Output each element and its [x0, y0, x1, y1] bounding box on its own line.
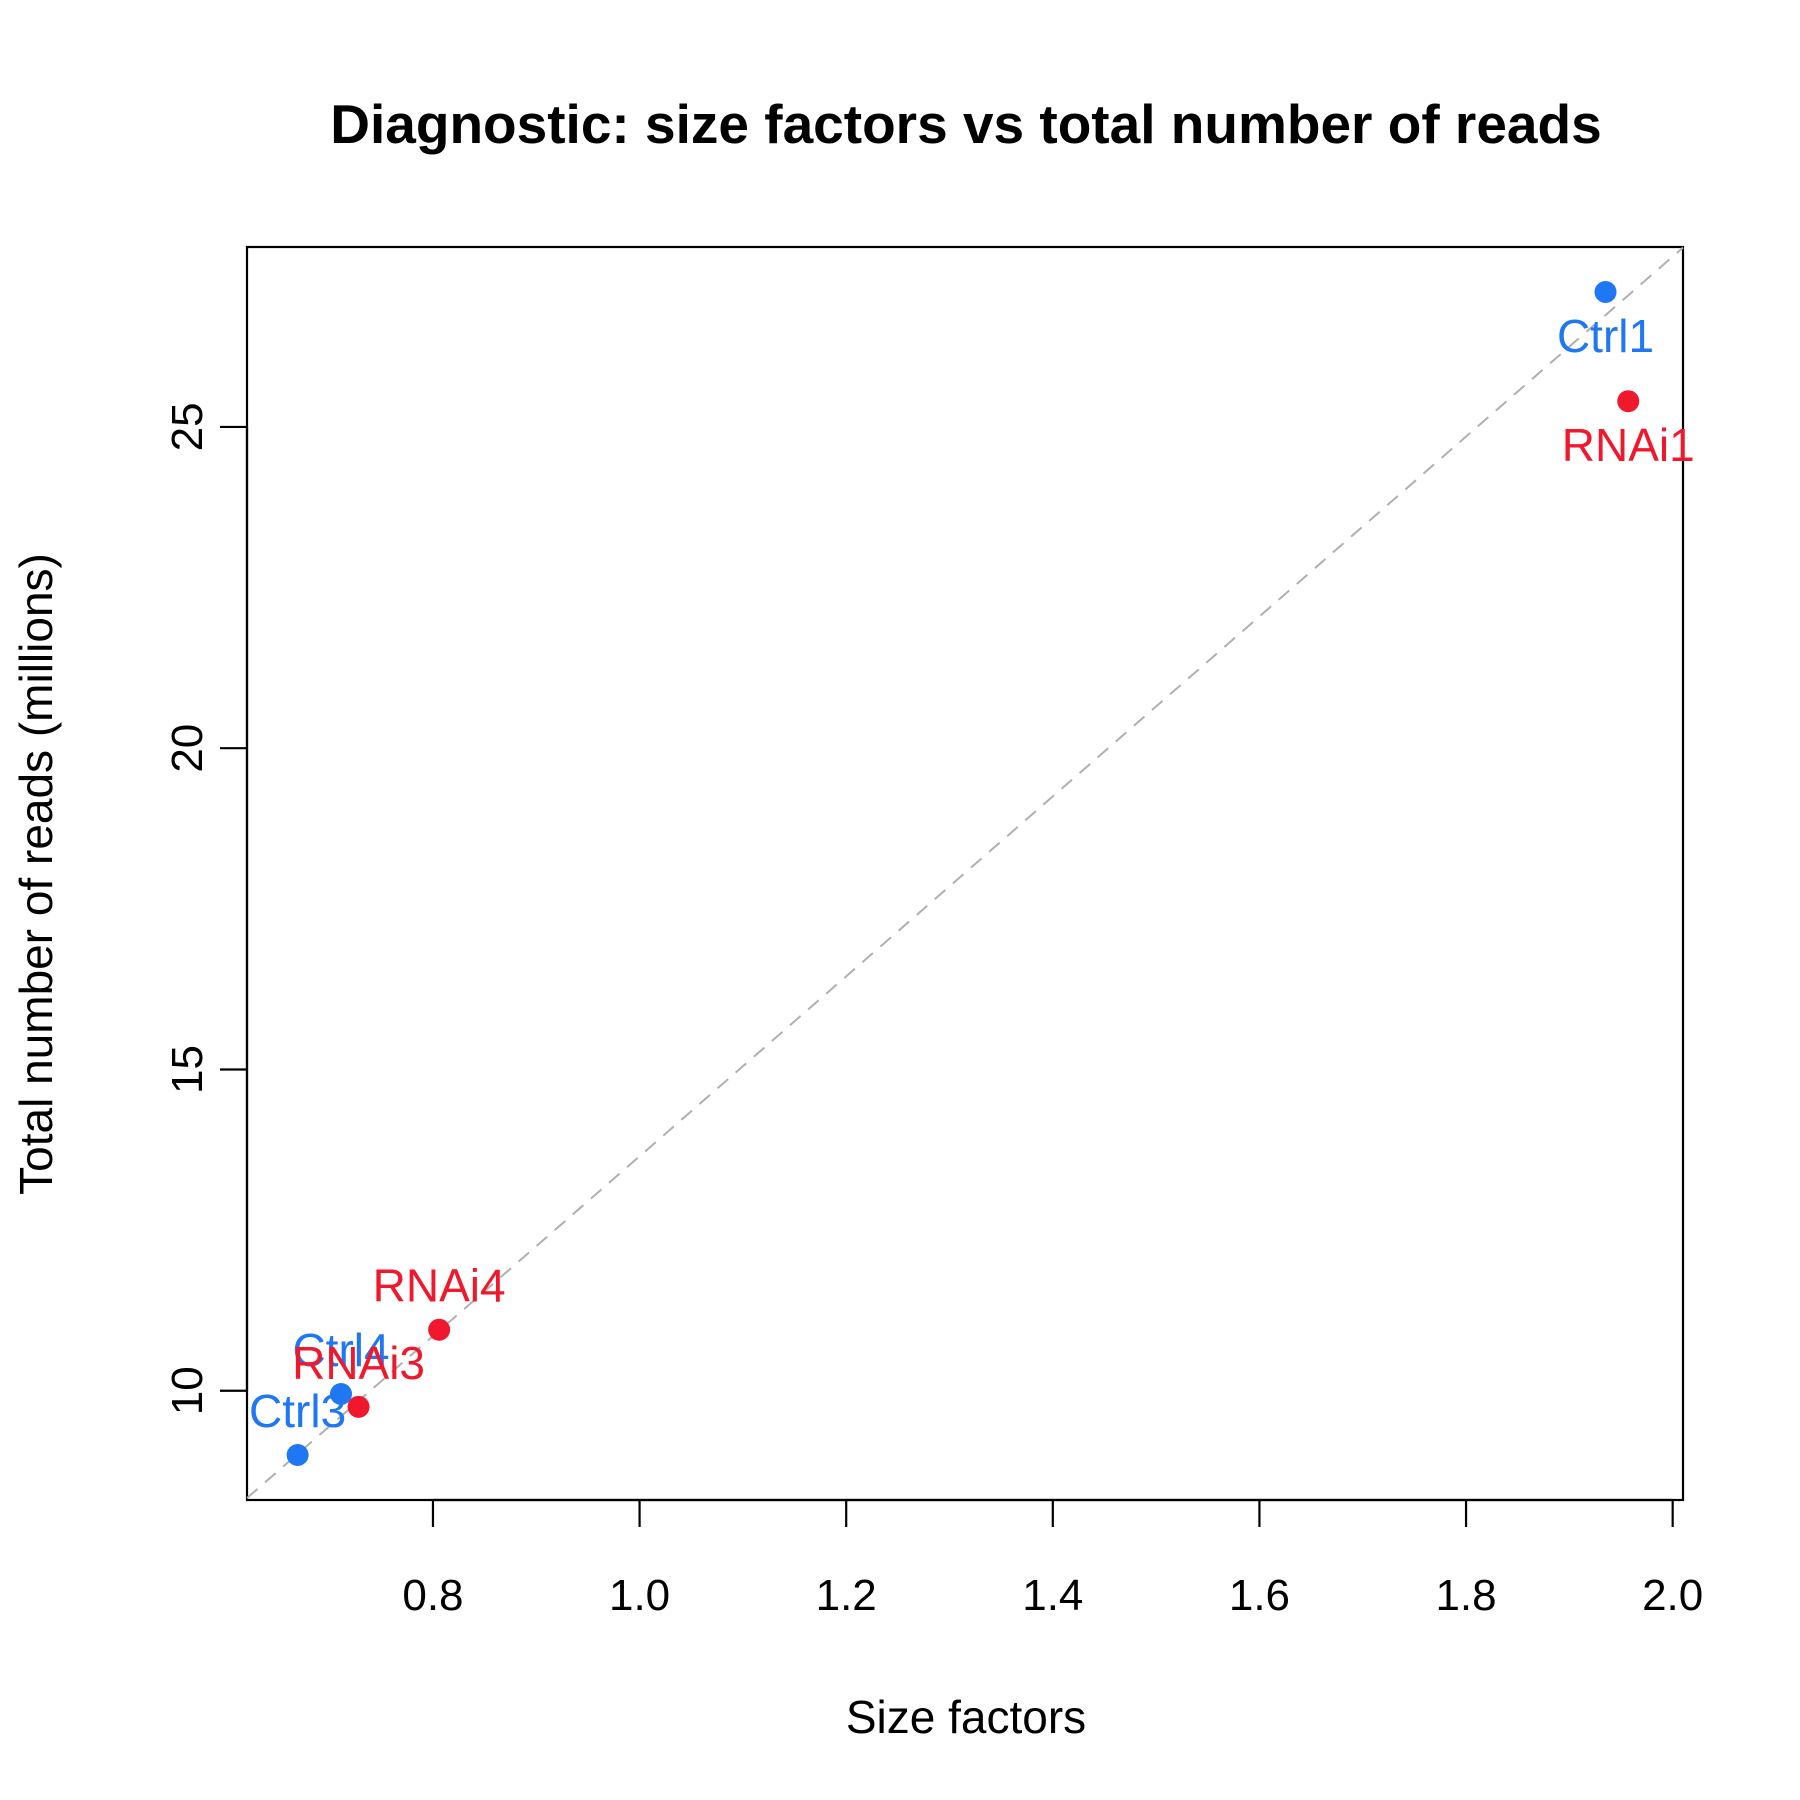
- point-rnai1: [1617, 390, 1640, 413]
- x-axis-label: Size factors: [846, 1691, 1086, 1743]
- reference-line: [246, 246, 1684, 1499]
- point-label-ctrl4: Ctrl4: [292, 1324, 389, 1376]
- x-axis: 0.8 1.0 1.2 1.4 1.6 1.8 2.0: [402, 1498, 1703, 1620]
- point-label-rnai4: RNAi4: [373, 1260, 506, 1312]
- y-tick-label: 15: [163, 1045, 212, 1094]
- point-ctrl3: [286, 1444, 309, 1467]
- y-tick-label: 20: [163, 724, 212, 773]
- x-tick-label: 0.8: [402, 1571, 463, 1620]
- x-tick-label: 1.4: [1022, 1571, 1083, 1620]
- x-tick-label: 1.6: [1229, 1571, 1290, 1620]
- y-tick-label: 10: [163, 1366, 212, 1415]
- y-tick-label: 25: [163, 402, 212, 451]
- reference-line-layer: [246, 246, 1684, 1499]
- y-axis-label: Total number of reads (millions): [10, 553, 62, 1195]
- x-tick-label: 2.0: [1642, 1571, 1703, 1620]
- point-ctrl4: [330, 1382, 353, 1405]
- point-ctrl1: [1594, 280, 1617, 303]
- x-tick-label: 1.8: [1435, 1571, 1496, 1620]
- point-label-rnai1: RNAi1: [1562, 419, 1695, 471]
- x-tick-label: 1.0: [609, 1571, 670, 1620]
- y-axis: 10 15 20 25: [163, 402, 249, 1415]
- points-layer: [286, 280, 1640, 1467]
- chart-title: Diagnostic: size factors vs total number…: [330, 93, 1601, 155]
- point-labels-layer: Ctrl1 Ctrl4 Ctrl3 RNAi1 RNAi4 RNAi3: [249, 310, 1695, 1437]
- point-label-ctrl1: Ctrl1: [1557, 310, 1654, 362]
- point-rnai3: [347, 1395, 370, 1418]
- point-label-rnai3: RNAi3: [292, 1337, 425, 1389]
- x-tick-label: 1.2: [816, 1571, 877, 1620]
- point-rnai4: [428, 1318, 451, 1341]
- point-label-ctrl3: Ctrl3: [249, 1385, 346, 1437]
